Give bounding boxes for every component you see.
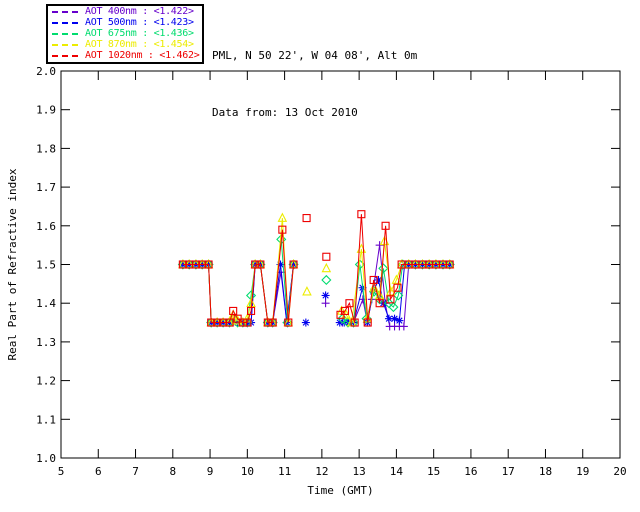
legend-label: AOT 1020nm : <1.462> (85, 49, 200, 61)
legend-dash-sample (52, 32, 80, 35)
x-tick-label: 8 (169, 465, 176, 478)
legend-label: AOT 870nm : <1.454> (85, 38, 194, 50)
y-tick-label: 1.5 (36, 259, 56, 272)
y-tick-label: 1.4 (36, 297, 56, 310)
y-tick-label: 1.0 (36, 452, 56, 465)
x-tick-label: 11 (278, 465, 291, 478)
x-tick-label: 5 (58, 465, 65, 478)
data-date: Data from: 13 Oct 2010 (212, 106, 358, 119)
legend-item-3: AOT 675nm : <1.436> (50, 27, 200, 40)
legend-box: AOT 400nm : <1.422> AOT 500nm : <1.423> AO… (46, 4, 204, 64)
legend-label: AOT 675nm : <1.436> (85, 27, 194, 39)
y-tick-label: 2.0 (36, 65, 56, 78)
legend-dash-sample (52, 11, 80, 14)
x-tick-label: 20 (613, 465, 626, 478)
y-tick-label: 1.9 (36, 104, 56, 117)
x-tick-label: 14 (390, 465, 404, 478)
legend-label: AOT 500nm : <1.423> (85, 17, 194, 29)
y-tick-label: 1.6 (36, 220, 56, 233)
x-tick-label: 6 (95, 465, 102, 478)
legend-label: AOT 400nm : <1.422> (85, 6, 194, 18)
x-tick-label: 19 (576, 465, 589, 478)
header-block: PML, N 50 22', W 04 08', Alt 0m Data fro… (212, 8, 417, 160)
legend-item-2: AOT 500nm : <1.423> (50, 18, 200, 29)
x-tick-label: 10 (241, 465, 254, 478)
legend-dash-sample (52, 43, 80, 46)
x-tick-label: 7 (132, 465, 139, 478)
x-tick-label: 9 (207, 465, 214, 478)
y-tick-label: 1.8 (36, 142, 56, 155)
x-axis-title: Time (GMT) (307, 484, 373, 497)
series-aot-500nm (178, 260, 454, 327)
x-tick-label: 16 (464, 465, 477, 478)
series-aot-1020nm (178, 210, 454, 327)
y-tick-label: 1.2 (36, 375, 56, 388)
axes: 5 6 7 8 9 10 11 12 13 14 15 16 17 18 19 20 1.0 1.1 1.2 1.3 1… (6, 65, 627, 497)
x-tick-label: 12 (315, 465, 328, 478)
legend-dash-sample (52, 54, 80, 57)
x-tick-label: 18 (539, 465, 552, 478)
y-tick-label: 1.7 (36, 181, 56, 194)
legend-item-5: AOT 1020nm : <1.462> (50, 50, 200, 61)
x-tick-label: 13 (353, 465, 366, 478)
station-info: PML, N 50 22', W 04 08', Alt 0m (212, 49, 418, 62)
y-axis-title: Real Part of Refractive index (6, 168, 19, 360)
x-tick-label: 15 (427, 465, 440, 478)
series-aot-870nm (178, 212, 455, 327)
series-aot-675nm (177, 234, 455, 328)
y-tick-label: 1.1 (36, 413, 56, 426)
y-tick-label: 1.3 (36, 336, 56, 349)
legend-dash-sample (52, 22, 80, 25)
series-aot-400nm (178, 241, 454, 331)
legend-item-4: AOT 870nm : <1.454> (50, 39, 200, 50)
x-tick-label: 17 (502, 465, 515, 478)
legend-item-1: AOT 400nm : <1.422> (50, 7, 200, 18)
